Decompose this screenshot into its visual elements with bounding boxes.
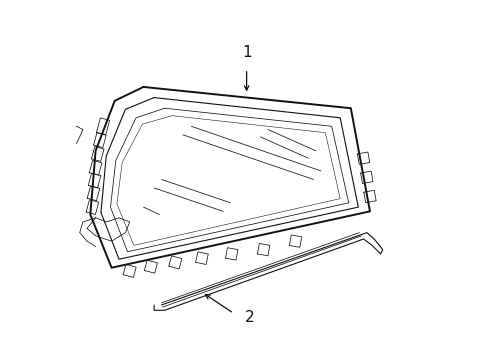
Text: 1: 1	[242, 45, 251, 60]
Text: 2: 2	[244, 310, 254, 325]
